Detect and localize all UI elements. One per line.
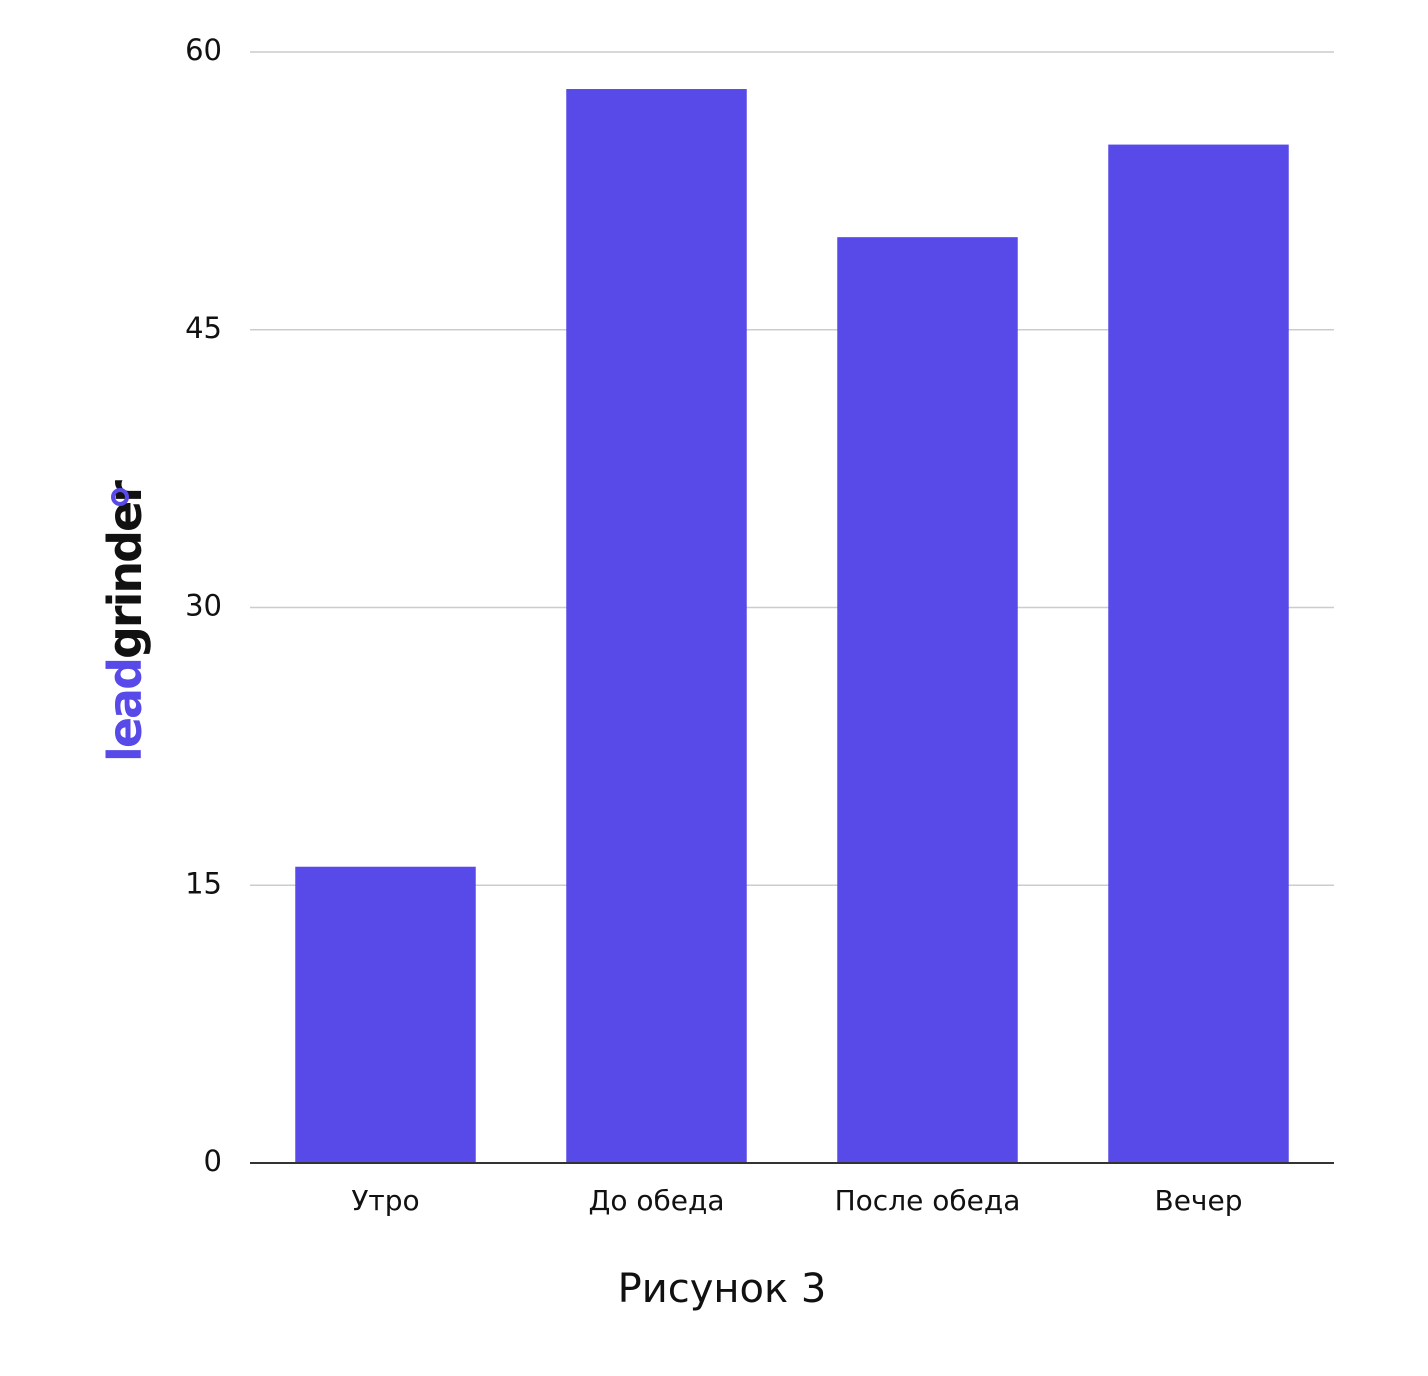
bar	[837, 237, 1018, 1163]
logo-dot	[111, 488, 129, 506]
y-tick-label: 0	[204, 1144, 222, 1178]
y-tick-label: 45	[185, 311, 222, 345]
x-axis-label: Рисунок 3	[618, 1266, 827, 1312]
x-tick-label: Утро	[351, 1184, 419, 1217]
logo-part: grinder	[98, 480, 152, 659]
x-tick-label: После обеда	[835, 1184, 1021, 1217]
y-tick-label: 60	[185, 33, 222, 67]
y-tick-label: 15	[185, 866, 222, 900]
logo: leadgrinder	[98, 480, 152, 762]
bar	[295, 866, 476, 1163]
y-tick-label: 30	[185, 589, 222, 623]
bar	[566, 89, 747, 1164]
bar	[1108, 144, 1289, 1164]
logo-part: lead	[98, 659, 152, 762]
x-tick-label: До обеда	[588, 1184, 724, 1217]
x-tick-label: Вечер	[1155, 1184, 1243, 1217]
